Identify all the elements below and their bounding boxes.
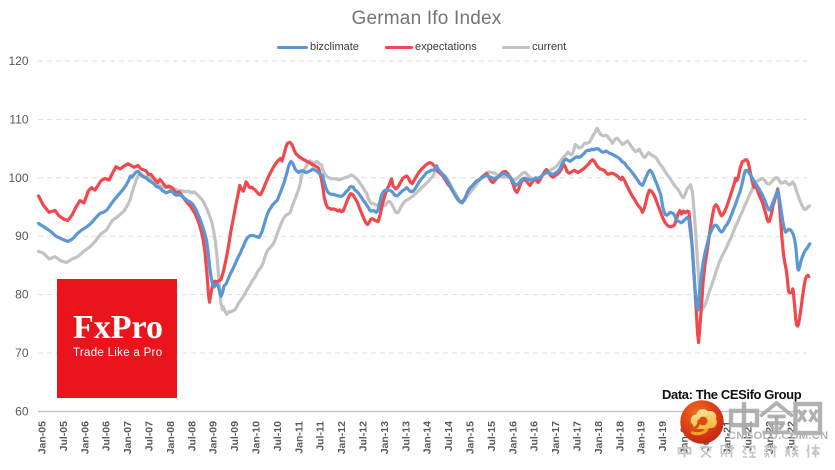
svg-text:Jul-18: Jul-18	[614, 421, 626, 452]
svg-text:Jul-10: Jul-10	[272, 421, 284, 452]
svg-text:Jul-09: Jul-09	[229, 421, 241, 452]
svg-text:80: 80	[15, 288, 29, 302]
svg-text:Jan-08: Jan-08	[165, 421, 177, 454]
svg-text:Jan-11: Jan-11	[293, 421, 305, 454]
svg-text:Jul-05: Jul-05	[58, 421, 70, 452]
svg-text:100: 100	[8, 171, 28, 185]
svg-text:Jul-17: Jul-17	[572, 421, 584, 452]
svg-text:Jul-11: Jul-11	[315, 421, 327, 451]
svg-text:90: 90	[15, 229, 29, 243]
svg-text:Jan-10: Jan-10	[251, 421, 263, 454]
svg-text:Jul-07: Jul-07	[144, 421, 156, 452]
svg-text:Jan-15: Jan-15	[465, 421, 477, 454]
svg-text:Jul-15: Jul-15	[486, 421, 498, 452]
svg-text:Jan-12: Jan-12	[336, 421, 348, 454]
svg-text:Jan-06: Jan-06	[79, 421, 91, 454]
svg-text:Jan-17: Jan-17	[550, 421, 562, 454]
svg-text:Jul-08: Jul-08	[186, 421, 198, 452]
svg-text:Jan-19: Jan-19	[636, 421, 648, 454]
svg-text:70: 70	[15, 346, 29, 360]
svg-text:Jan-16: Jan-16	[507, 421, 519, 454]
svg-text:Jan-18: Jan-18	[593, 421, 605, 454]
svg-text:Jul-14: Jul-14	[443, 421, 455, 452]
svg-text:60: 60	[15, 404, 29, 418]
svg-text:Jul-16: Jul-16	[529, 421, 541, 452]
svg-text:Jul-13: Jul-13	[400, 421, 412, 452]
svg-text:Jan-14: Jan-14	[422, 421, 434, 454]
svg-text:Jul-12: Jul-12	[358, 421, 370, 452]
svg-text:Jul-19: Jul-19	[657, 421, 669, 452]
svg-text:Jan-13: Jan-13	[379, 421, 391, 454]
svg-text:Jul-06: Jul-06	[101, 421, 113, 452]
svg-text:Jan-09: Jan-09	[208, 421, 220, 454]
svg-text:110: 110	[9, 112, 28, 126]
svg-text:Jan-07: Jan-07	[122, 421, 134, 454]
svg-text:Jan-05: Jan-05	[37, 421, 49, 454]
svg-text:120: 120	[8, 54, 28, 68]
